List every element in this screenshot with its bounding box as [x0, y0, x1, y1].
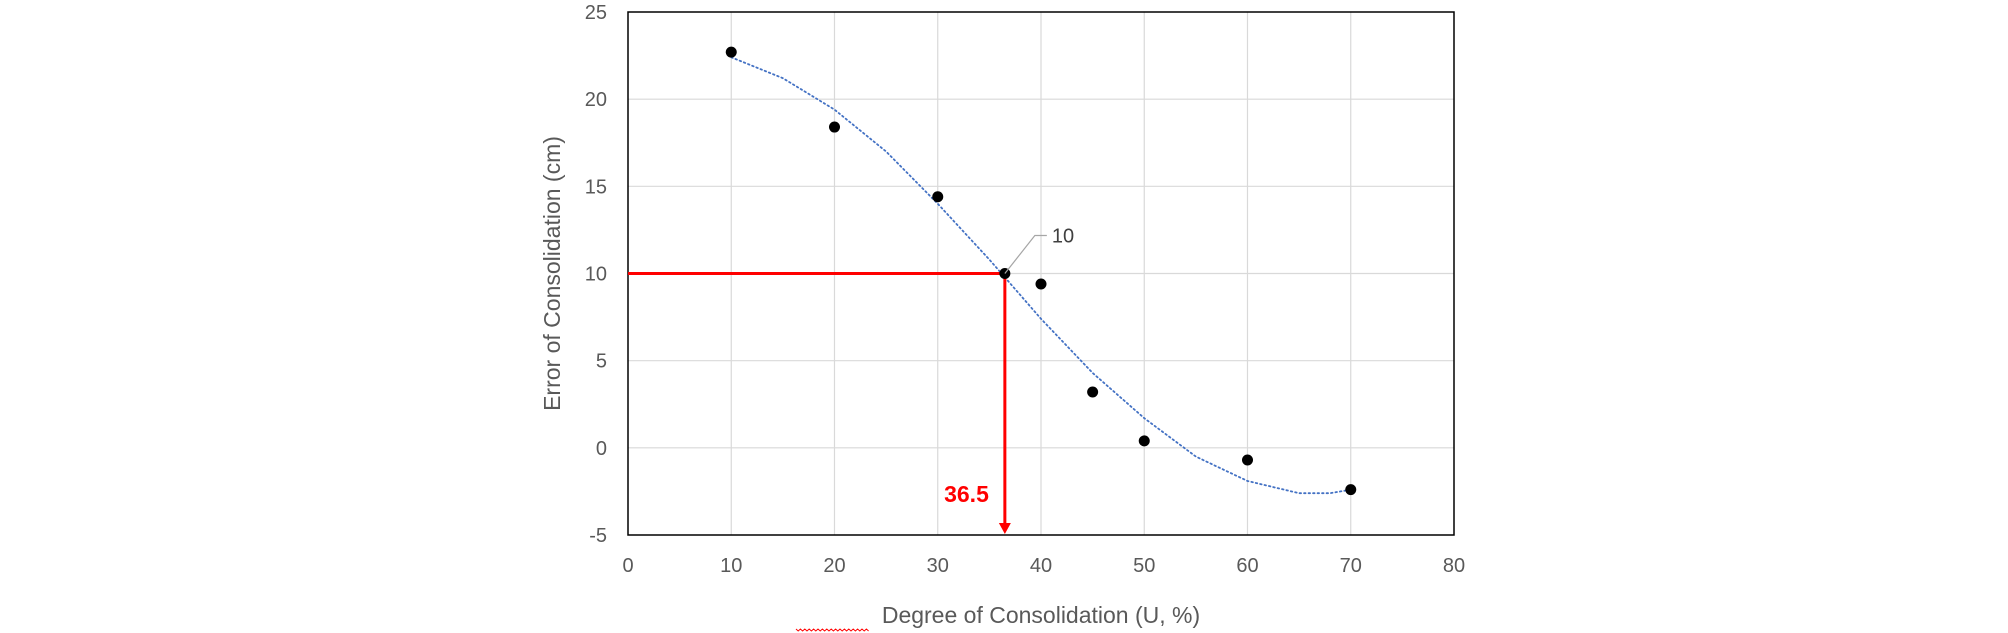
y-tick-label: 25 [585, 2, 607, 24]
x-tick-label: 80 [1443, 555, 1465, 577]
x-tick-label: 30 [927, 555, 949, 577]
data-point [1242, 454, 1253, 466]
y-tick-label: 5 [596, 351, 607, 373]
data-point [1138, 435, 1150, 447]
y-tick-label: 10 [585, 264, 607, 286]
reference-value-label: 36.5 [944, 481, 989, 507]
x-tick-label: 50 [1133, 555, 1155, 577]
callout: 10 [1004, 226, 1074, 274]
y-axis-tick-labels: -5 0 5 10 15 20 25 [585, 2, 607, 547]
data-point [1035, 278, 1047, 290]
callout-label: 10 [1052, 226, 1074, 248]
data-point [829, 121, 840, 133]
x-tick-label: 0 [622, 555, 633, 577]
y-tick-label: 15 [585, 176, 607, 198]
trendline [730, 56, 1352, 495]
spellcheck-underline [795, 628, 869, 632]
x-tick-label: 40 [1030, 555, 1052, 577]
y-tick-label: 20 [585, 89, 607, 111]
x-axis-title: Degree of Consolidation (U, %) [882, 602, 1200, 628]
data-point [725, 46, 737, 58]
y-tick-label: -5 [589, 525, 607, 547]
data-point [932, 191, 944, 203]
x-tick-label: 20 [823, 555, 845, 577]
data-point [1087, 386, 1099, 398]
reference-lines: 36.5 [628, 272, 1011, 534]
data-point [1345, 484, 1357, 496]
y-axis-title: Error of Consolidation (cm) [539, 136, 565, 411]
x-tick-label: 60 [1236, 555, 1258, 577]
y-tick-label: 0 [596, 438, 607, 460]
x-axis-tick-labels: 0 10 20 30 40 50 60 70 80 [622, 555, 1465, 577]
x-tick-label: 10 [720, 555, 742, 577]
x-tick-label: 70 [1340, 555, 1362, 577]
y-gridlines [628, 98, 1454, 449]
arrow-head-icon [998, 523, 1011, 534]
callout-leader-line [1004, 234, 1047, 274]
